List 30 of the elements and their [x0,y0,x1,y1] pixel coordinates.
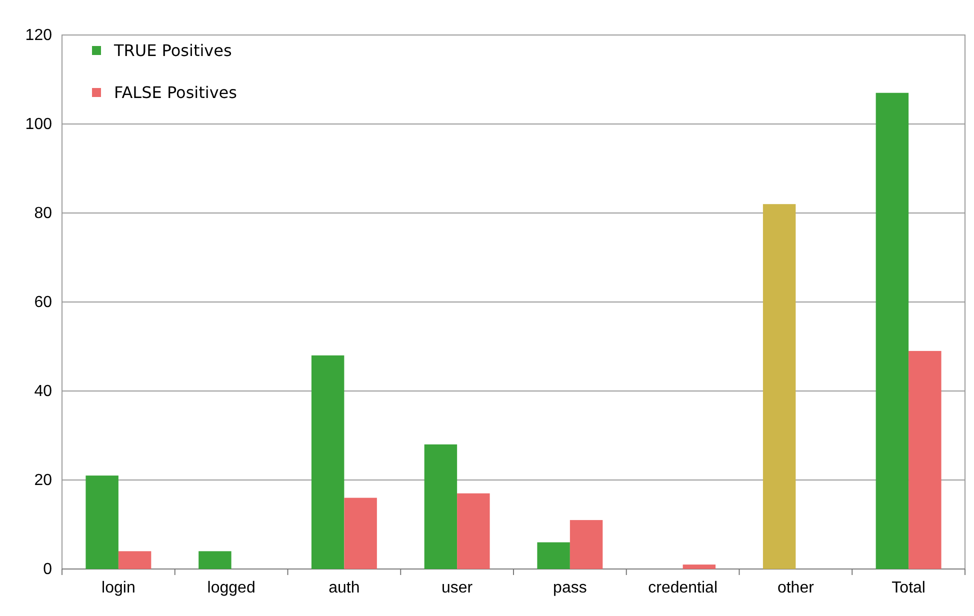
bar [424,444,458,569]
bar [198,551,232,569]
y-tick-label: 80 [34,205,52,222]
x-tick-label: credential [648,579,718,596]
bar [118,551,152,569]
y-tick-label: 40 [34,383,52,400]
bar [537,542,570,569]
x-tick-label: login [102,579,136,596]
x-tick-label: Total [892,579,926,596]
bar [682,564,716,569]
bar [876,92,909,569]
x-tick-label: other [777,579,815,596]
legend-label: TRUE Positives [113,41,232,60]
y-tick-label: 0 [43,561,52,578]
y-tick-label: 120 [25,27,52,44]
x-tick-label: pass [553,579,587,596]
bar [344,498,377,569]
bar [570,520,603,569]
bar [86,476,118,569]
bar [457,493,490,569]
y-tick-label: 60 [34,294,52,312]
x-tick-label: auth [328,579,360,596]
x-tick-label: logged [207,579,256,596]
bar [908,350,942,569]
y-tick-label: 20 [34,472,52,490]
bar [311,355,344,569]
legend-label: FALSE Positives [114,83,237,102]
bar [762,204,796,569]
y-tick-label: 100 [25,116,52,134]
x-tick-label: user [442,579,474,596]
